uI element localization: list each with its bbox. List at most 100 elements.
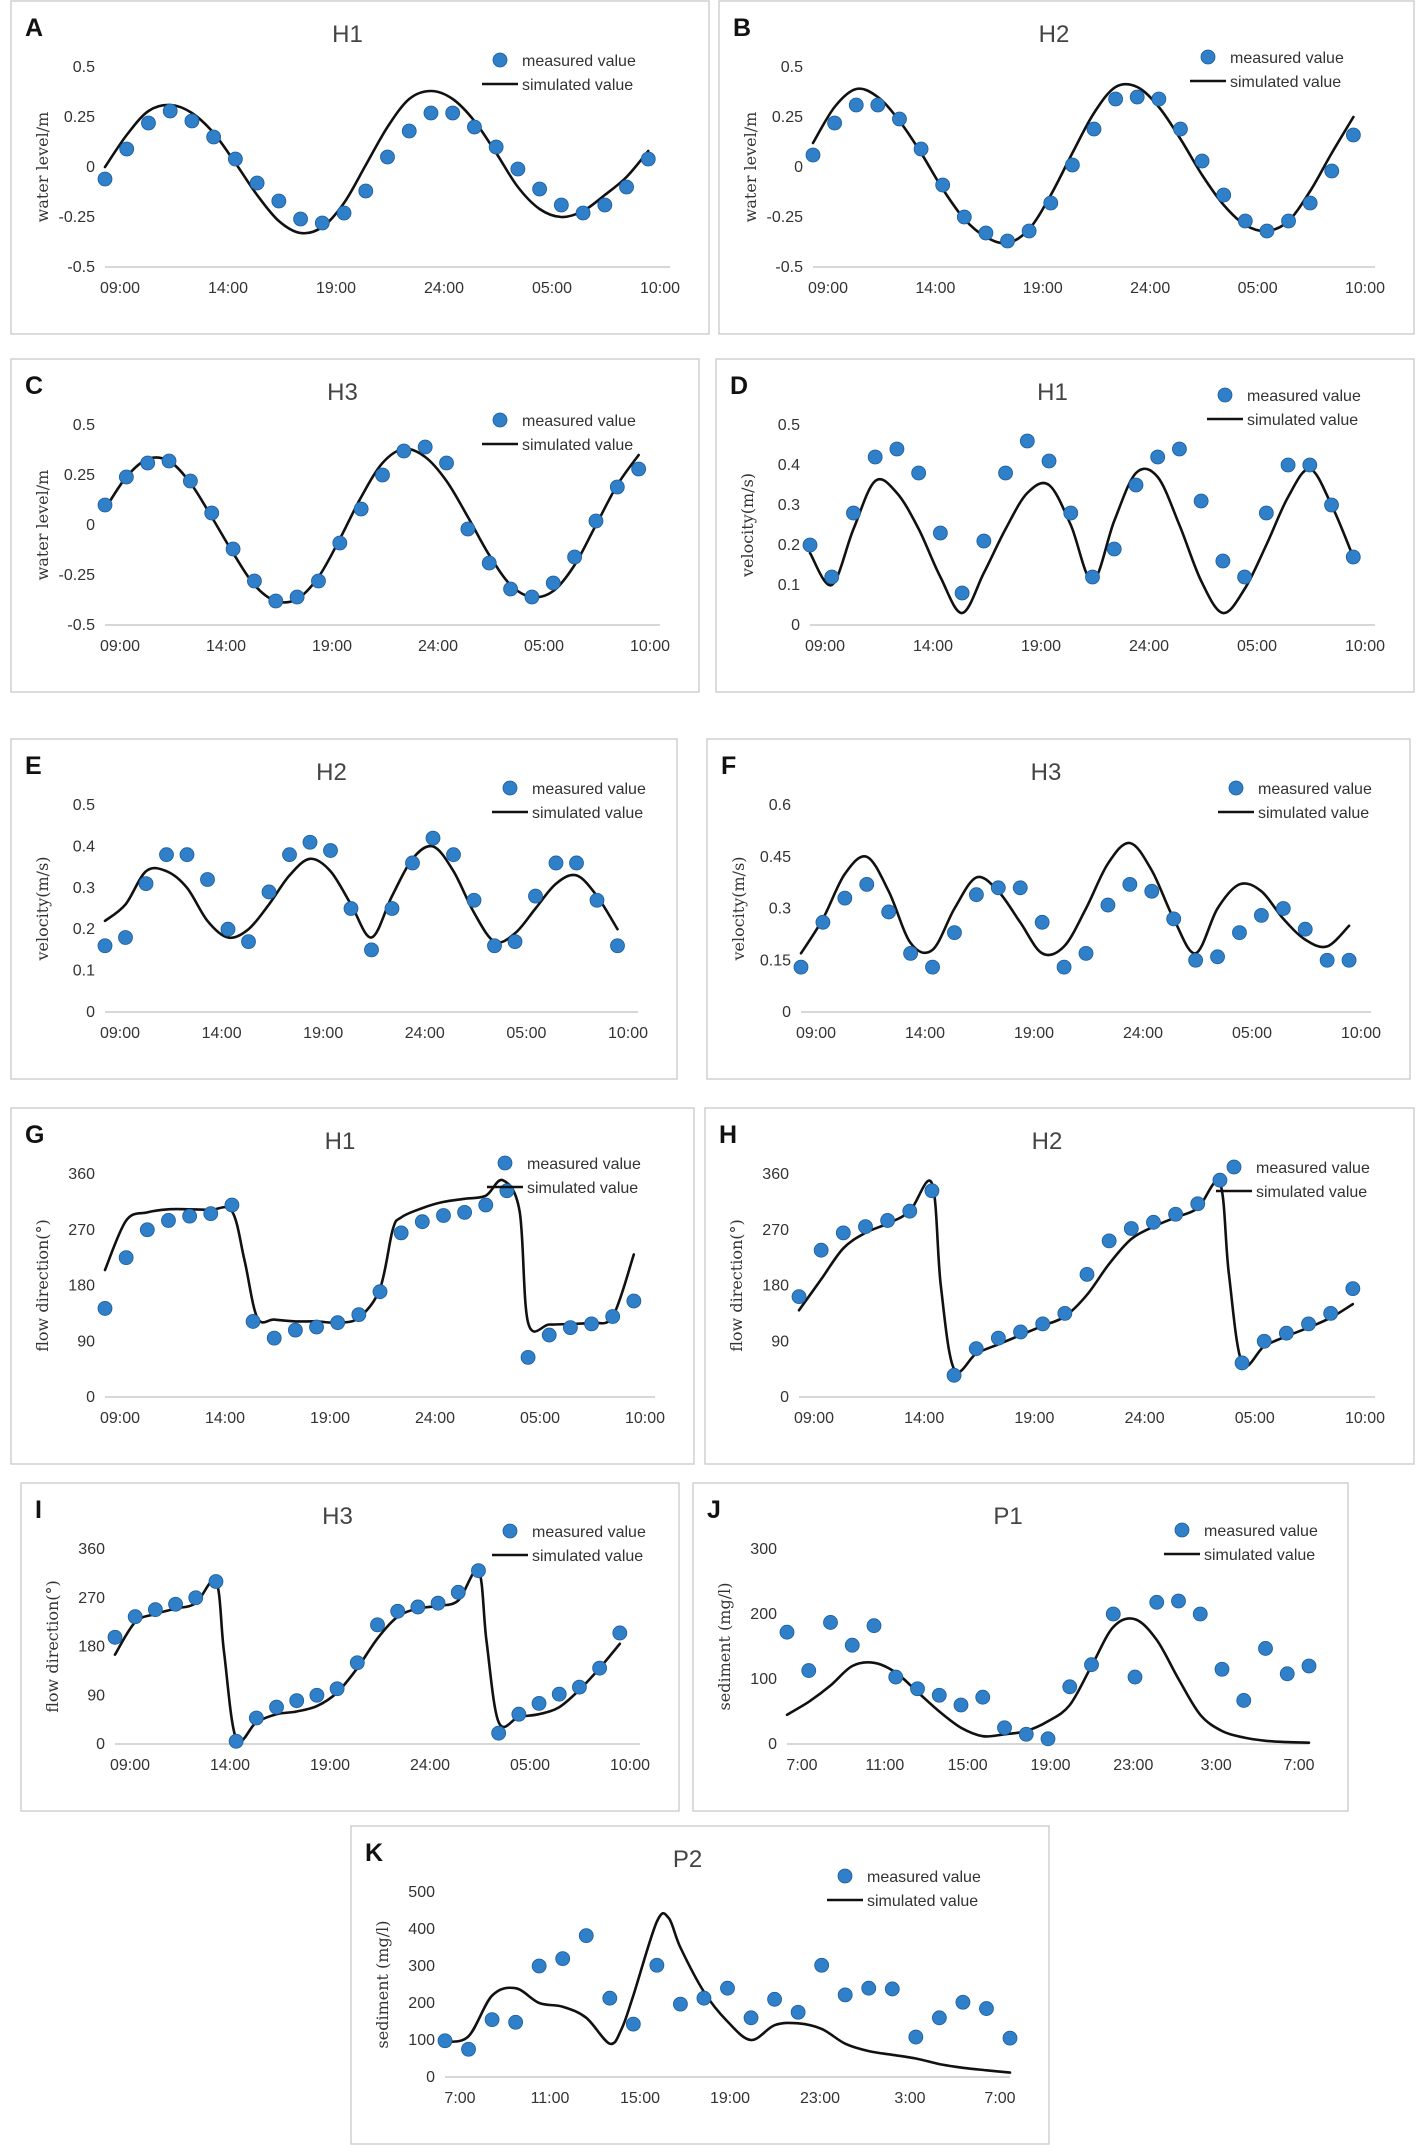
measured-point: [289, 1693, 305, 1709]
measured-point: [182, 1208, 198, 1224]
chart-g: G H1 360 270 180 90 0 09:00 14:00 19:00 24:00 05:00…: [10, 1107, 695, 1465]
measured-point: [268, 593, 284, 609]
chart-i: I H3 360 270 180 90 0 09:00 14:00 19:00 24:00 05:00…: [20, 1482, 680, 1812]
measured-point: [97, 497, 113, 513]
measured-point: [1085, 569, 1100, 585]
measured-point: [802, 537, 818, 553]
y-axis-label: sediment (mg/l): [715, 1583, 734, 1711]
measured-point: [271, 193, 287, 209]
measured-point: [932, 525, 948, 541]
simulated-series-line: [785, 1617, 1311, 1744]
measured-point: [567, 549, 583, 565]
measured-point: [931, 2010, 947, 2026]
y-axis-label: water level/m: [33, 470, 52, 581]
measured-point: [790, 2004, 806, 2020]
legend-measured-label: measured value: [532, 1524, 646, 1541]
y-tick-label: 0.5: [73, 797, 95, 814]
measured-point: [380, 149, 395, 165]
chart-panel-j: J P1 300 200 100 0 7:00 11:00 15:00 19:00 23:00 3:0…: [692, 1482, 1349, 1812]
measured-point: [430, 1595, 446, 1611]
measured-point: [393, 1225, 409, 1241]
y-tick-label: -0.5: [775, 259, 803, 276]
measured-point: [892, 111, 907, 127]
measured-point: [1002, 2030, 1018, 2046]
chart-k: K P2 500 400 300 200 100 0 7:00 11:00 15:00 19:00 23…: [350, 1825, 1050, 2145]
measured-point: [119, 141, 135, 157]
measured-point: [903, 945, 919, 961]
x-tick-label: 14:00: [913, 638, 953, 655]
y-tick-label: -0.5: [67, 617, 95, 634]
y-tick-label: 0.3: [769, 901, 791, 918]
measured-point: [1280, 457, 1296, 473]
legend-simulated-label: simulated value: [867, 1893, 978, 1910]
measured-point: [888, 1669, 904, 1685]
measured-point: [457, 1205, 473, 1220]
panel-label: C: [25, 372, 43, 400]
x-tick-label: 09:00: [100, 638, 140, 655]
measured-point: [1323, 1305, 1339, 1321]
measured-point: [182, 473, 198, 489]
measured-point: [548, 855, 564, 871]
chart-title: H3: [327, 379, 358, 406]
measured-point: [592, 1660, 608, 1676]
chart-j: J P1 300 200 100 0 7:00 11:00 15:00 19:00 23:00 3:0…: [692, 1482, 1349, 1812]
y-tick-label: 0.25: [64, 109, 95, 126]
y-tick-label: 0.5: [778, 417, 800, 434]
measured-point: [1214, 1661, 1230, 1677]
y-tick-label: 0.5: [73, 59, 95, 76]
measured-point: [97, 171, 113, 187]
panel-label: H: [719, 1121, 737, 1149]
measured-point: [309, 1319, 324, 1335]
x-tick-label: 09:00: [100, 1025, 140, 1042]
measured-point: [118, 469, 134, 485]
chart-b: B H2 0.5 0.25 0 -0.25 -0.5 09:00 14:00 19:00 24:00…: [718, 0, 1415, 335]
legend-simulated-label: simulated value: [522, 437, 633, 454]
measured-point: [531, 1958, 547, 1974]
legend-measured-label: measured value: [1247, 388, 1361, 405]
x-tick-label: 05:00: [524, 638, 564, 655]
panel-frame: [350, 1825, 1050, 2145]
measured-point: [553, 197, 569, 213]
y-tick-label: 100: [408, 2032, 435, 2049]
x-tick-label: 11:00: [531, 2090, 570, 2107]
measured-point: [1236, 1693, 1252, 1708]
measured-point: [471, 1563, 486, 1579]
measured-point: [1237, 569, 1253, 585]
panel-label: G: [25, 1121, 44, 1149]
measured-point: [396, 443, 412, 459]
legend-measured-label: measured value: [867, 1869, 981, 1886]
measured-point: [1192, 1606, 1208, 1622]
y-axis-label: velocity(m/s): [33, 856, 52, 961]
y-tick-label: 90: [771, 1333, 789, 1350]
chart-title: H2: [1032, 1128, 1063, 1155]
measured-point: [405, 855, 420, 871]
measured-point: [924, 1183, 940, 1199]
y-tick-label: 0.3: [778, 497, 800, 514]
measured-point: [1144, 883, 1160, 899]
measured-point: [968, 887, 984, 903]
measured-point: [97, 1301, 113, 1316]
legend-measured-marker: [502, 1523, 518, 1539]
measured-point: [1108, 91, 1124, 107]
measured-point: [227, 151, 243, 167]
x-tick-label: 05:00: [1237, 638, 1277, 655]
measured-point: [118, 1250, 134, 1266]
y-tick-label: 100: [750, 1671, 777, 1688]
x-tick-label: 14:00: [904, 1410, 944, 1427]
panel-frame: [10, 1107, 695, 1465]
measured-point: [358, 183, 374, 199]
measured-point: [266, 1330, 282, 1346]
measured-point: [208, 1574, 224, 1589]
measured-point: [138, 876, 154, 892]
measured-point: [141, 115, 156, 131]
y-tick-label: 360: [68, 1166, 95, 1183]
measured-point: [439, 455, 454, 471]
x-tick-label: 15:00: [948, 1757, 988, 1774]
measured-point: [589, 892, 605, 908]
measured-point: [287, 1322, 303, 1338]
x-tick-label: 09:00: [100, 280, 140, 297]
measured-point: [625, 2016, 641, 2032]
y-axis-label: sediment (mg/l): [373, 1921, 392, 2049]
measured-point: [1216, 187, 1232, 203]
x-tick-label: 19:00: [710, 2090, 750, 2107]
